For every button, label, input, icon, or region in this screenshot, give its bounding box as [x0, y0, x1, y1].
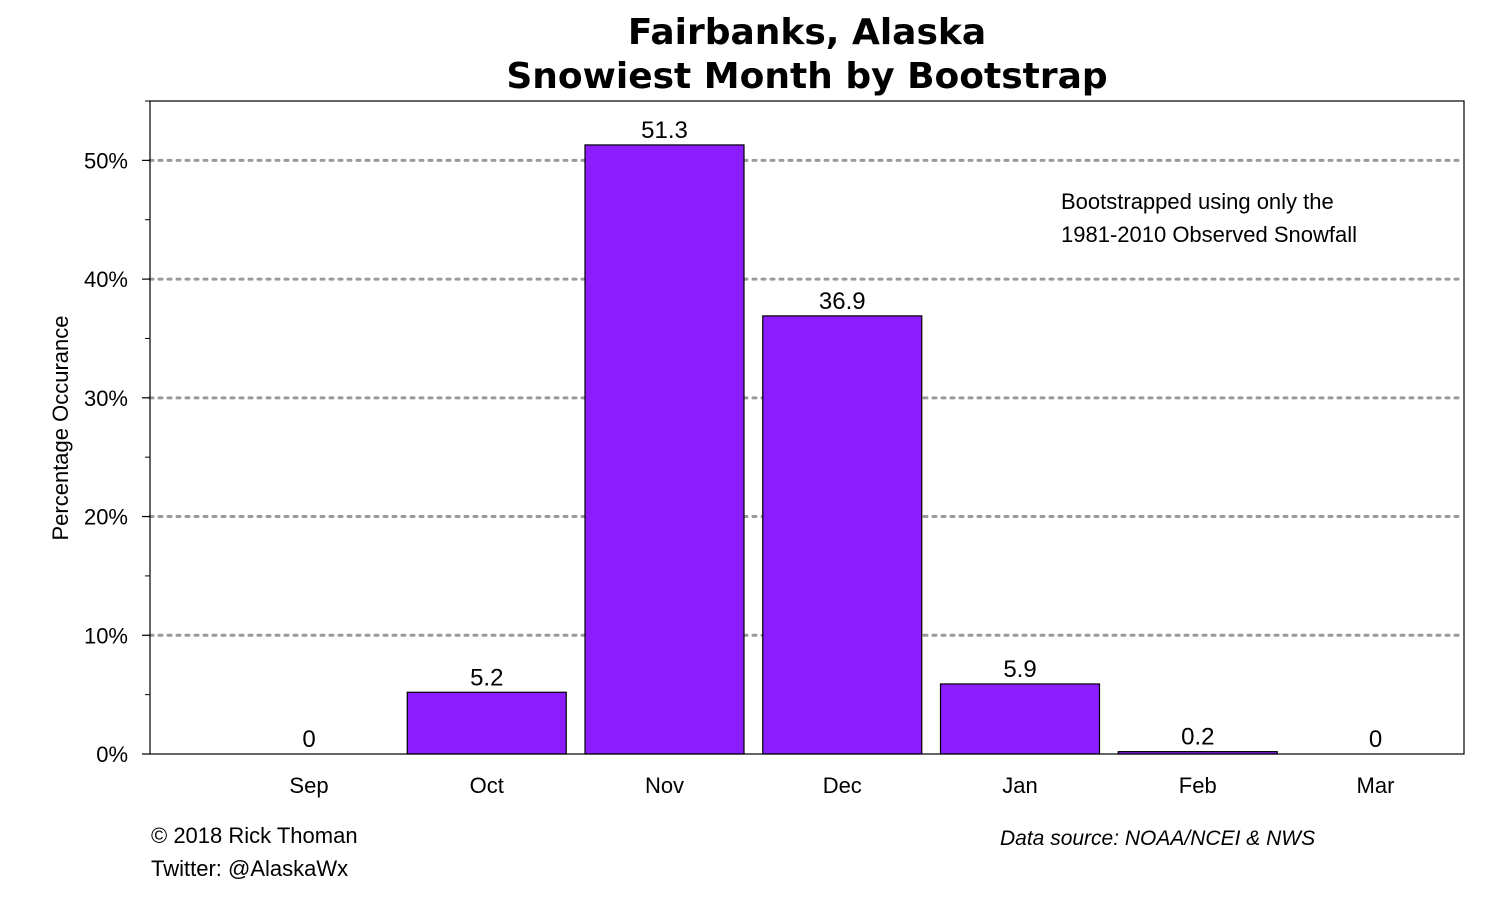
- data-labels: 0 5.2 51.3 36.9 5.9 0.2 0: [302, 117, 1382, 753]
- bar-jan: [939, 683, 1101, 755]
- y-tick-label: 50%: [84, 148, 128, 173]
- x-tick-label-nov: Nov: [645, 773, 684, 798]
- twitter-handle: Twitter: @AlaskaWx: [151, 856, 348, 881]
- data-label-nov: 51.3: [641, 117, 688, 144]
- y-tick-label: 20%: [84, 505, 128, 530]
- y-axis: 0% 10% 20% 30% 40% 50%: [84, 100, 150, 767]
- x-tick-label-dec: Dec: [823, 773, 862, 798]
- data-label-feb: 0.2: [1181, 724, 1214, 751]
- y-tick-label: 30%: [84, 386, 128, 411]
- bar-dec: [762, 315, 923, 755]
- y-tick-label: 10%: [84, 623, 128, 648]
- data-label-sep: 0: [302, 726, 315, 753]
- chart-title-line-1: Fairbanks, Alaska: [628, 12, 986, 53]
- chart-title-line-2: Snowiest Month by Bootstrap: [506, 56, 1107, 97]
- annotation-line-1: Bootstrapped using only the: [1061, 189, 1334, 214]
- bars: [406, 144, 1278, 755]
- x-tick-label-oct: Oct: [470, 773, 504, 798]
- copyright-text: © 2018 Rick Thoman: [151, 823, 358, 848]
- bar-nov: [584, 144, 745, 755]
- data-label-mar: 0: [1369, 726, 1382, 753]
- x-tick-label-sep: Sep: [289, 773, 328, 798]
- annotation-line-2: 1981-2010 Observed Snowfall: [1061, 222, 1357, 247]
- data-label-oct: 5.2: [470, 664, 503, 691]
- y-tick-label: 0%: [96, 742, 128, 767]
- data-label-dec: 36.9: [819, 288, 866, 315]
- data-label-jan: 5.9: [1003, 656, 1036, 683]
- x-tick-label-feb: Feb: [1179, 773, 1217, 798]
- x-axis: Sep Oct Nov Dec Jan Feb Mar: [289, 773, 1394, 798]
- bar-oct: [406, 691, 567, 755]
- y-tick-label: 40%: [84, 267, 128, 292]
- x-tick-label-mar: Mar: [1357, 773, 1395, 798]
- x-tick-label-jan: Jan: [1002, 773, 1037, 798]
- plot-area-frame: [149, 100, 1465, 755]
- y-axis-label: Percentage Occurance: [48, 315, 73, 540]
- data-source-text: Data source: NOAA/NCEI & NWS: [1000, 827, 1315, 850]
